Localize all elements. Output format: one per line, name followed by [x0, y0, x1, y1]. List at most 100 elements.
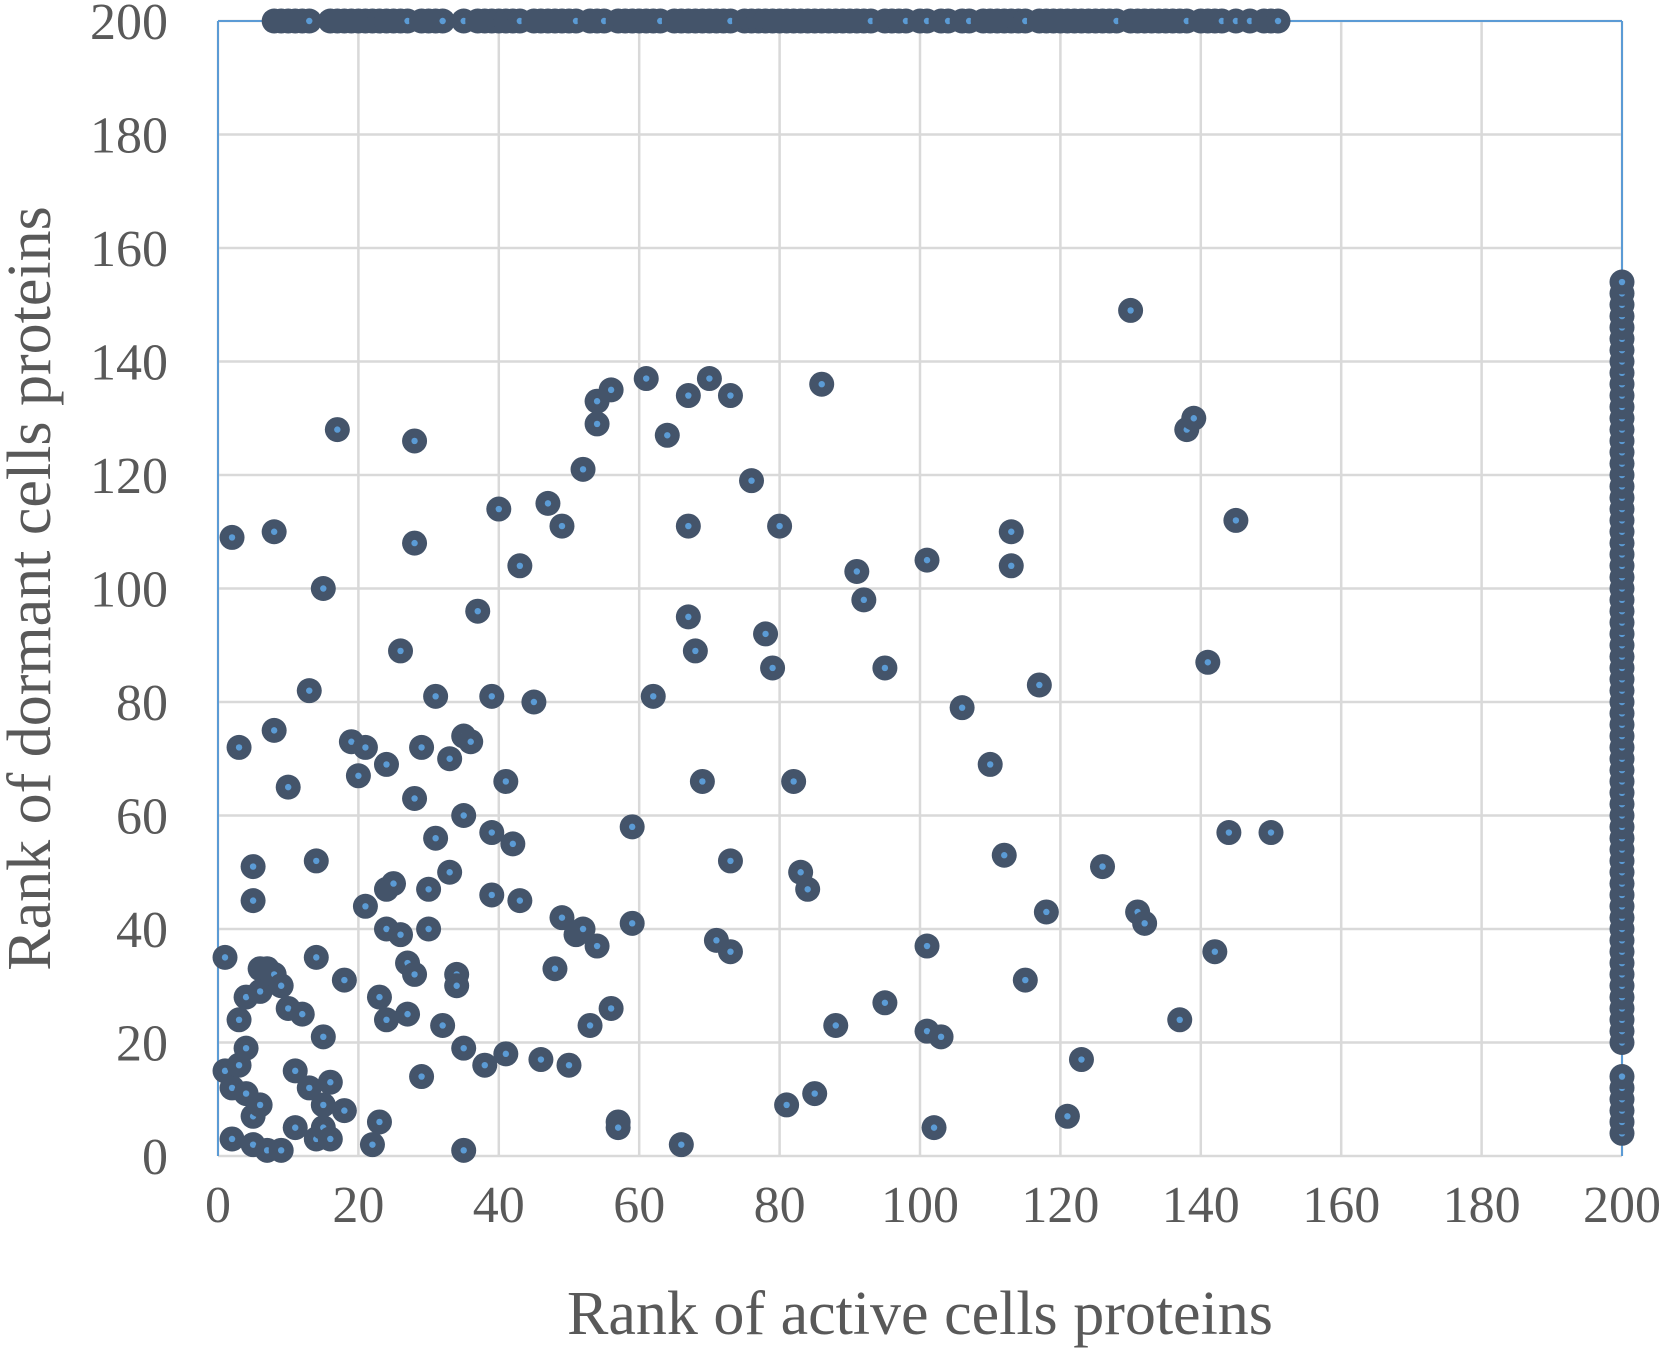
y-axis-title: Rank of dormant cells proteins: [0, 206, 64, 971]
data-point: [753, 621, 779, 647]
data-point: [465, 598, 491, 624]
data-point: [388, 922, 414, 948]
data-point: [577, 1012, 603, 1038]
data-point: [507, 553, 533, 579]
y-tick-label: 180: [90, 108, 168, 165]
data-point: [388, 638, 414, 664]
data-point: [570, 916, 596, 942]
data-point: [226, 734, 252, 760]
data-point: [1068, 1047, 1094, 1073]
data-point: [296, 678, 322, 704]
data-point: [430, 1012, 456, 1038]
data-point: [268, 973, 294, 999]
data-point: [1609, 1064, 1635, 1090]
data-point: [675, 604, 701, 630]
data-point: [949, 695, 975, 721]
data-point: [844, 558, 870, 584]
data-point: [296, 8, 322, 34]
data-point: [668, 1132, 694, 1158]
data-point: [1090, 854, 1116, 880]
y-tick-label: 140: [90, 335, 168, 392]
data-point: [872, 655, 898, 681]
data-point: [619, 910, 645, 936]
data-point: [479, 683, 505, 709]
data-point: [809, 371, 835, 397]
data-point: [998, 519, 1024, 545]
y-tick-label: 40: [116, 902, 168, 959]
data-point: [556, 1052, 582, 1078]
x-tick-label: 180: [1443, 1177, 1521, 1234]
data-point: [373, 1007, 399, 1033]
data-point: [402, 428, 428, 454]
data-point: [317, 1069, 343, 1095]
data-point: [247, 978, 273, 1004]
data-point: [914, 547, 940, 573]
data-point: [437, 746, 463, 772]
data-point: [500, 831, 526, 857]
data-point: [1195, 649, 1221, 675]
data-point: [640, 683, 666, 709]
data-point: [240, 888, 266, 914]
data-point: [437, 859, 463, 885]
data-point: [219, 524, 245, 550]
y-tick-label: 120: [90, 448, 168, 505]
data-point: [717, 939, 743, 965]
data-point: [331, 1098, 357, 1124]
data-point: [1026, 672, 1052, 698]
data-point: [331, 967, 357, 993]
data-point: [493, 768, 519, 794]
data-point: [977, 751, 1003, 777]
data-point: [872, 990, 898, 1016]
data-point: [472, 1052, 498, 1078]
data-point: [1202, 939, 1228, 965]
data-point: [458, 729, 484, 755]
x-tick-label: 160: [1302, 1177, 1380, 1234]
data-point: [921, 1115, 947, 1141]
data-point: [689, 768, 715, 794]
data-point: [767, 513, 793, 539]
data-point: [584, 411, 610, 437]
data-point: [310, 576, 336, 601]
data-point: [451, 1035, 477, 1061]
data-point: [289, 1001, 315, 1027]
data-point: [998, 553, 1024, 579]
data-point: [928, 1024, 954, 1050]
x-axis-ticks: 0 20 40 60 80 100 120 140 160 180 200: [205, 1177, 1661, 1234]
grid-layer: [216, 19, 1624, 1158]
data-point: [851, 587, 877, 613]
data-point: [409, 1064, 435, 1090]
data-point: [654, 422, 680, 448]
data-point: [486, 496, 512, 522]
x-tick-label: 100: [881, 1177, 959, 1234]
data-point: [1216, 820, 1242, 846]
data-point: [1181, 405, 1207, 431]
data-point: [1609, 269, 1635, 295]
data-point: [549, 513, 575, 539]
data-point: [914, 933, 940, 959]
data-point: [359, 1132, 385, 1158]
data-point: [1265, 8, 1291, 34]
data-point: [717, 848, 743, 874]
data-point: [310, 1024, 336, 1050]
data-point: [282, 1058, 308, 1084]
x-tick-label: 80: [754, 1177, 806, 1234]
x-tick-label: 60: [613, 1177, 665, 1234]
data-points: [212, 8, 1635, 1163]
data-point: [696, 366, 722, 392]
data-point: [402, 785, 428, 811]
y-axis-ticks: 0 20 40 60 80 100 120 140 160 180 200: [90, 0, 168, 1186]
data-point: [268, 1137, 294, 1163]
data-point: [226, 1007, 252, 1033]
data-point: [296, 1075, 322, 1101]
data-point: [366, 1109, 392, 1135]
data-point: [605, 1115, 631, 1141]
data-point: [261, 717, 287, 743]
data-point: [1258, 820, 1284, 846]
data-point: [451, 1137, 477, 1163]
y-tick-label: 0: [142, 1129, 168, 1186]
y-tick-label: 20: [116, 1016, 168, 1073]
data-point: [1033, 899, 1059, 925]
data-point: [212, 944, 238, 970]
data-point: [717, 383, 743, 409]
